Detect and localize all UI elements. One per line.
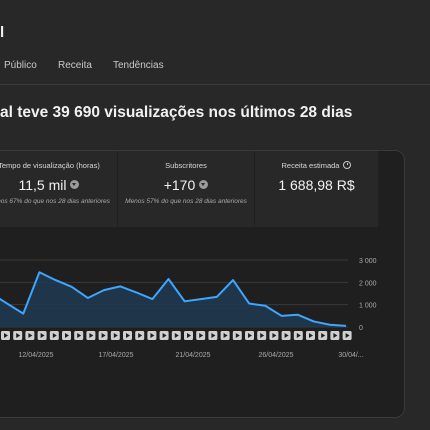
- y-tick-label: 3 000: [359, 258, 377, 265]
- down-arrow-icon: [199, 180, 209, 189]
- overview-card: Tempo de visualização (horas) 11,5 mil M…: [0, 150, 405, 418]
- metric-revenue-label: Receita estimada: [281, 161, 340, 170]
- video-marker[interactable]: [13, 331, 23, 340]
- video-marker[interactable]: [159, 331, 169, 340]
- metric-separator: [117, 151, 118, 227]
- video-marker[interactable]: [318, 331, 328, 340]
- video-marker[interactable]: [25, 331, 35, 340]
- x-tick-label: 30/04/...: [338, 352, 363, 359]
- video-marker[interactable]: [74, 331, 84, 340]
- video-marker[interactable]: [269, 331, 279, 340]
- video-marker[interactable]: [86, 331, 96, 340]
- x-tick-label: 21/04/2025: [175, 352, 210, 359]
- series-line: [0, 271, 347, 327]
- metric-revenue-value: 1 688,98 R$: [278, 177, 355, 193]
- video-marker[interactable]: [196, 331, 206, 340]
- metric-revenue[interactable]: Receita estimada 1 688,98 R$: [255, 151, 378, 227]
- y-tick-label: 2 000: [359, 280, 377, 287]
- metric-subscribers-value: +170: [163, 177, 196, 193]
- video-marker[interactable]: [135, 331, 145, 340]
- metric-watch-time-value-row: 11,5 mil: [0, 177, 117, 193]
- video-marker[interactable]: [184, 331, 193, 340]
- metric-subscribers-note: Menos 57% do que nos 28 dias anteriores: [125, 198, 247, 205]
- video-marker[interactable]: [123, 331, 132, 340]
- metric-separator: [254, 151, 255, 227]
- video-marker[interactable]: [245, 331, 254, 340]
- video-marker[interactable]: [293, 331, 303, 340]
- metric-subscribers-value-row: +170: [118, 177, 254, 193]
- video-marker[interactable]: [330, 331, 340, 340]
- video-marker[interactable]: [281, 331, 291, 340]
- tab-publico[interactable]: Público: [4, 60, 37, 71]
- video-marker[interactable]: [208, 331, 218, 340]
- video-marker[interactable]: [1, 331, 10, 340]
- video-marker[interactable]: [220, 331, 230, 340]
- page-headline: al teve 39 690 visualizações nos últimos…: [0, 104, 353, 121]
- video-marker[interactable]: [98, 331, 108, 340]
- down-arrow-icon: [70, 180, 80, 189]
- metric-watch-time-label: Tempo de visualização (horas): [0, 161, 100, 170]
- metric-subscribers-label: Subscritores: [165, 161, 207, 170]
- area-fill: [0, 272, 346, 327]
- video-marker[interactable]: [62, 331, 71, 340]
- views-chart: 3 000 2 000 1 000 0 12/04/2025 17/04/2025 21/0…: [0, 258, 377, 359]
- video-marker[interactable]: [110, 331, 120, 340]
- x-tick-label: 12/04/2025: [18, 352, 53, 359]
- x-tick-label: 17/04/2025: [98, 352, 133, 359]
- tab-tendencias[interactable]: Tendências: [113, 60, 164, 71]
- metric-subscribers[interactable]: Subscritores +170 Menos 57% do que nos 2…: [118, 151, 254, 227]
- video-marker[interactable]: [49, 331, 59, 340]
- y-tick-label: 1 000: [359, 303, 377, 310]
- metric-watch-time-note: Menos 67% do que nos 28 dias anteriores: [0, 198, 110, 205]
- video-marker[interactable]: [342, 331, 352, 340]
- y-tick-label: 0: [359, 325, 363, 332]
- metric-revenue-label-row: Receita estimada: [255, 161, 378, 170]
- tab-receita[interactable]: Receita: [58, 60, 92, 71]
- video-marker[interactable]: [257, 331, 267, 340]
- tabs-divider: [0, 84, 430, 85]
- video-marker[interactable]: [37, 331, 47, 340]
- video-marker[interactable]: [306, 331, 315, 340]
- channel-title-fragment: l: [0, 24, 5, 41]
- x-tick-label: 26/04/2025: [258, 352, 293, 359]
- video-marker[interactable]: [147, 331, 157, 340]
- metric-watch-time[interactable]: Tempo de visualização (horas) 11,5 mil M…: [0, 151, 117, 227]
- video-marker[interactable]: [171, 331, 181, 340]
- clock-icon: [343, 161, 352, 169]
- video-marker[interactable]: [232, 331, 242, 340]
- metric-watch-time-value: 11,5 mil: [18, 177, 67, 193]
